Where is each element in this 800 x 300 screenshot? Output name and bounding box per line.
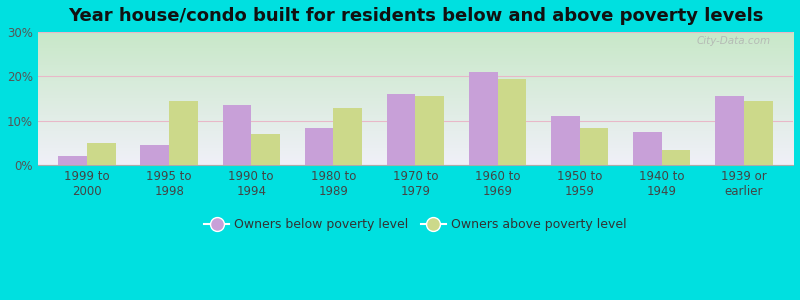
Bar xyxy=(498,79,526,165)
Bar xyxy=(222,105,251,165)
Bar xyxy=(305,128,334,165)
Bar xyxy=(169,101,198,165)
Bar xyxy=(386,94,415,165)
Bar xyxy=(251,134,280,165)
Bar xyxy=(662,150,690,165)
Bar xyxy=(415,97,444,165)
Title: Year house/condo built for residents below and above poverty levels: Year house/condo built for residents bel… xyxy=(68,7,763,25)
Legend: Owners below poverty level, Owners above poverty level: Owners below poverty level, Owners above… xyxy=(199,213,632,236)
Bar xyxy=(469,72,498,165)
Text: City-Data.com: City-Data.com xyxy=(696,36,770,46)
Bar xyxy=(744,101,773,165)
Bar xyxy=(580,128,608,165)
Bar xyxy=(715,97,744,165)
Bar xyxy=(633,132,662,165)
Bar xyxy=(141,145,169,165)
Bar xyxy=(551,116,580,165)
Bar xyxy=(87,143,116,165)
Bar xyxy=(58,156,87,165)
Bar xyxy=(334,108,362,165)
